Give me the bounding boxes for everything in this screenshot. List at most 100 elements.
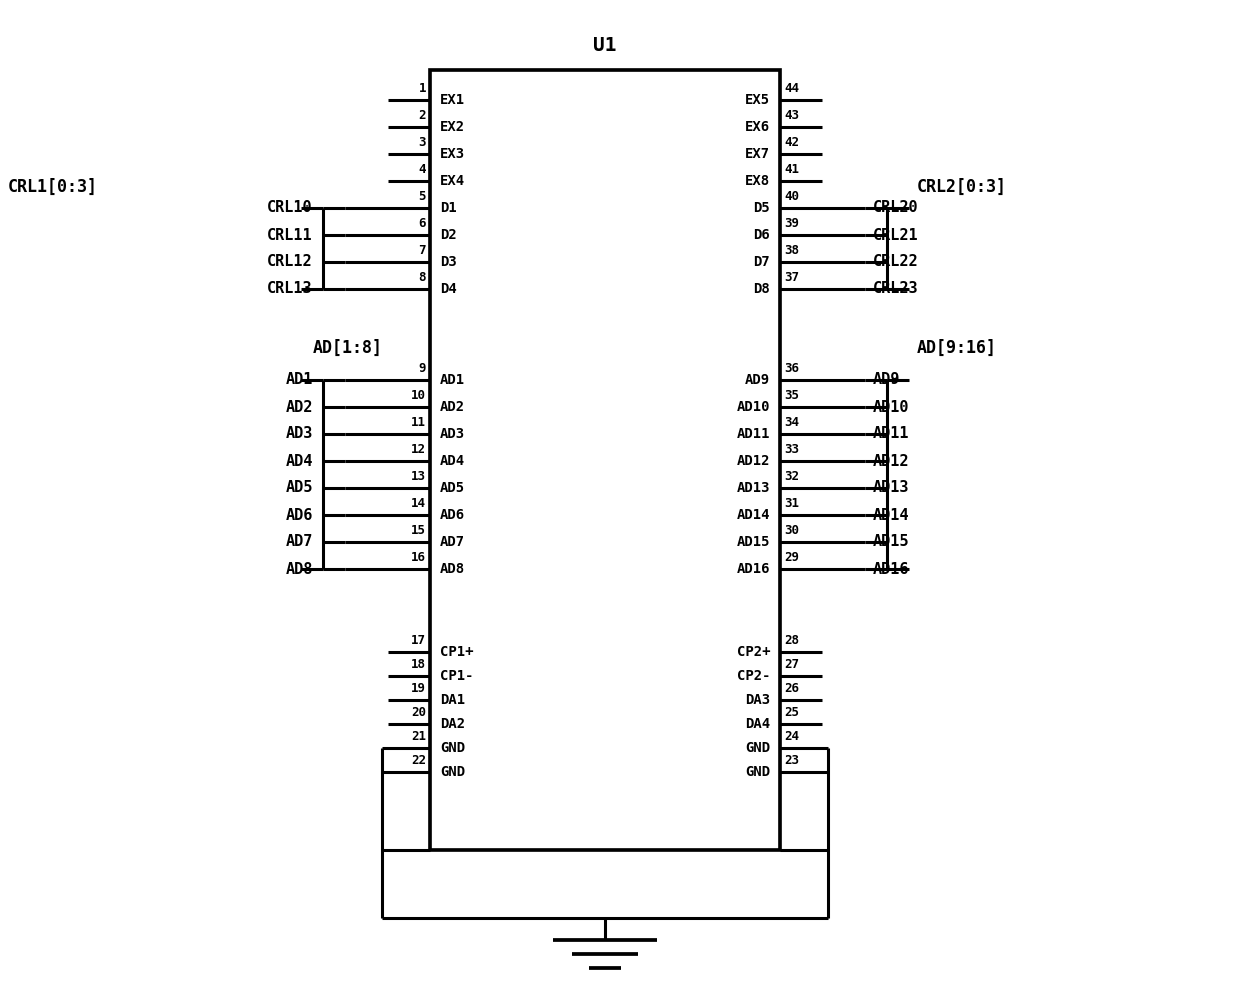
Text: AD11: AD11 — [737, 427, 770, 441]
Text: DA1: DA1 — [440, 693, 465, 707]
Text: 7: 7 — [419, 244, 427, 257]
Text: AD6: AD6 — [440, 508, 465, 522]
Text: 31: 31 — [784, 497, 799, 510]
Text: 2: 2 — [419, 109, 427, 122]
Text: EX2: EX2 — [440, 120, 465, 134]
Text: AD13: AD13 — [737, 481, 770, 495]
Text: D7: D7 — [753, 255, 770, 269]
Text: CP1+: CP1+ — [440, 645, 474, 659]
Text: 17: 17 — [410, 634, 427, 647]
Text: 24: 24 — [784, 730, 799, 743]
Text: CP1-: CP1- — [440, 669, 474, 683]
Text: DA3: DA3 — [745, 693, 770, 707]
Text: EX7: EX7 — [745, 147, 770, 161]
Text: AD16: AD16 — [737, 562, 770, 576]
Text: AD14: AD14 — [737, 508, 770, 522]
Text: 14: 14 — [410, 497, 427, 510]
Text: 4: 4 — [419, 163, 427, 176]
Text: EX6: EX6 — [745, 120, 770, 134]
Text: 13: 13 — [410, 470, 427, 483]
Text: AD[9:16]: AD[9:16] — [918, 339, 997, 357]
Text: EX8: EX8 — [745, 174, 770, 188]
Text: AD12: AD12 — [737, 454, 770, 468]
Text: CRL23: CRL23 — [873, 282, 919, 296]
Text: AD15: AD15 — [873, 535, 909, 550]
Text: DA4: DA4 — [745, 717, 770, 731]
Text: 12: 12 — [410, 443, 427, 456]
Text: AD7: AD7 — [285, 535, 312, 550]
Text: CRL21: CRL21 — [873, 228, 919, 242]
Text: 3: 3 — [419, 136, 427, 149]
Text: 6: 6 — [419, 217, 427, 230]
Text: AD10: AD10 — [737, 400, 770, 414]
Text: CRL22: CRL22 — [873, 254, 919, 270]
Text: 20: 20 — [410, 706, 427, 719]
Text: CRL12: CRL12 — [268, 254, 312, 270]
Text: AD7: AD7 — [440, 535, 465, 549]
Text: CP2+: CP2+ — [737, 645, 770, 659]
Text: EX3: EX3 — [440, 147, 465, 161]
Text: CRL11: CRL11 — [268, 228, 312, 242]
Text: D4: D4 — [440, 282, 456, 296]
Text: AD1: AD1 — [440, 373, 465, 387]
Text: AD12: AD12 — [873, 453, 909, 469]
Text: AD5: AD5 — [440, 481, 465, 495]
Text: 1: 1 — [419, 82, 427, 95]
Text: 39: 39 — [784, 217, 799, 230]
Text: GND: GND — [440, 741, 465, 755]
Text: AD8: AD8 — [285, 561, 312, 576]
Text: 29: 29 — [784, 551, 799, 564]
Text: D1: D1 — [440, 201, 456, 215]
Text: AD9: AD9 — [745, 373, 770, 387]
Text: 40: 40 — [784, 190, 799, 203]
Text: 5: 5 — [419, 190, 427, 203]
Text: GND: GND — [440, 765, 465, 779]
Text: 11: 11 — [410, 416, 427, 429]
Text: AD15: AD15 — [737, 535, 770, 549]
Text: CP2-: CP2- — [737, 669, 770, 683]
Text: 21: 21 — [410, 730, 427, 743]
Text: AD10: AD10 — [873, 400, 909, 415]
Text: GND: GND — [745, 765, 770, 779]
Text: EX4: EX4 — [440, 174, 465, 188]
Text: AD2: AD2 — [440, 400, 465, 414]
Text: 33: 33 — [784, 443, 799, 456]
Text: 28: 28 — [784, 634, 799, 647]
Text: AD11: AD11 — [873, 427, 909, 441]
Text: CRL1[0:3]: CRL1[0:3] — [7, 177, 98, 195]
Text: 18: 18 — [410, 658, 427, 671]
Text: AD3: AD3 — [285, 427, 312, 441]
Text: 27: 27 — [784, 658, 799, 671]
Text: 35: 35 — [784, 389, 799, 402]
Text: D6: D6 — [753, 228, 770, 242]
Text: GND: GND — [745, 741, 770, 755]
Text: DA2: DA2 — [440, 717, 465, 731]
Text: 41: 41 — [784, 163, 799, 176]
Text: 38: 38 — [784, 244, 799, 257]
Text: 44: 44 — [784, 82, 799, 95]
Text: 26: 26 — [784, 682, 799, 695]
Bar — [430, 70, 780, 850]
Text: 30: 30 — [784, 524, 799, 537]
Text: AD13: AD13 — [873, 481, 909, 495]
Text: 43: 43 — [784, 109, 799, 122]
Text: 25: 25 — [784, 706, 799, 719]
Text: 8: 8 — [419, 271, 427, 284]
Text: CRL2[0:3]: CRL2[0:3] — [918, 177, 1007, 195]
Text: D8: D8 — [753, 282, 770, 296]
Text: 42: 42 — [784, 136, 799, 149]
Text: AD4: AD4 — [440, 454, 465, 468]
Text: 23: 23 — [784, 754, 799, 767]
Text: CRL13: CRL13 — [268, 282, 312, 296]
Text: 16: 16 — [410, 551, 427, 564]
Text: D3: D3 — [440, 255, 456, 269]
Text: EX1: EX1 — [440, 93, 465, 107]
Text: 9: 9 — [419, 362, 427, 375]
Text: 36: 36 — [784, 362, 799, 375]
Text: D2: D2 — [440, 228, 456, 242]
Text: AD6: AD6 — [285, 507, 312, 522]
Text: 34: 34 — [784, 416, 799, 429]
Text: AD2: AD2 — [285, 400, 312, 415]
Text: AD14: AD14 — [873, 507, 909, 522]
Text: 37: 37 — [784, 271, 799, 284]
